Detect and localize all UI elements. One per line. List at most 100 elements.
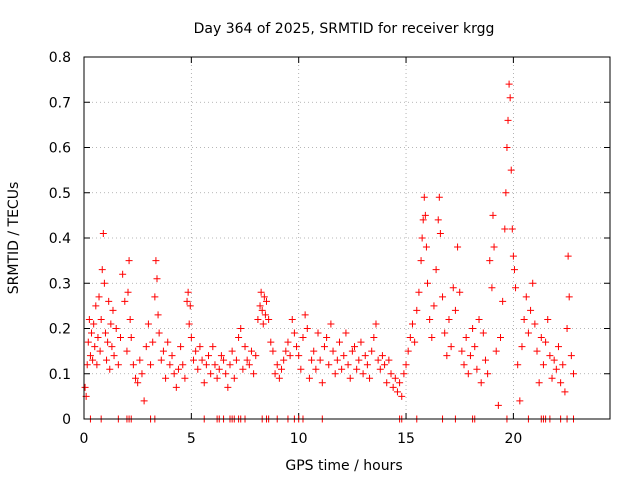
data-point [441, 329, 449, 337]
data-point [408, 320, 416, 328]
data-point [235, 334, 243, 342]
data-point [508, 225, 516, 233]
data-point [537, 334, 545, 342]
data-point [147, 361, 155, 369]
data-point [411, 338, 419, 346]
data-point [327, 320, 335, 328]
data-point [184, 288, 192, 296]
data-point [226, 361, 234, 369]
data-point [157, 356, 165, 364]
data-point [477, 379, 485, 387]
data-point [179, 361, 187, 369]
data-point [316, 356, 324, 364]
data-point [363, 361, 371, 369]
data-point [383, 379, 391, 387]
data-point [98, 266, 106, 274]
data-point [254, 315, 262, 323]
data-point [126, 315, 134, 323]
data-point [84, 338, 92, 346]
data-point [510, 266, 518, 274]
y-tick-label: 0.8 [49, 50, 71, 66]
data-point [552, 365, 560, 373]
data-point [475, 315, 483, 323]
data-point [314, 329, 322, 337]
data-point [533, 347, 541, 355]
data-point [398, 392, 406, 400]
data-point [112, 325, 120, 332]
data-point [170, 370, 178, 378]
data-point [531, 320, 539, 328]
data-point [469, 325, 477, 332]
data-point [387, 370, 395, 378]
data-point [432, 266, 440, 274]
data-point [284, 338, 292, 346]
data-point [548, 374, 556, 382]
data-point [318, 379, 326, 387]
data-point [376, 365, 384, 373]
y-tick-label: 0.3 [49, 276, 71, 292]
data-point [473, 365, 481, 373]
data-point [259, 320, 267, 328]
data-point [368, 347, 376, 355]
data-point [202, 361, 210, 369]
data-point [418, 234, 426, 242]
data-point [205, 352, 213, 360]
data-point [333, 356, 341, 364]
data-point [97, 315, 105, 323]
data-point [123, 347, 131, 355]
data-points [81, 80, 578, 423]
data-point [256, 302, 264, 310]
data-point [108, 343, 116, 351]
data-point [260, 293, 268, 301]
data-point [542, 338, 550, 346]
data-point [127, 334, 135, 342]
data-point [415, 288, 423, 296]
data-point [370, 334, 378, 342]
data-point [546, 352, 554, 360]
data-point [183, 297, 191, 305]
data-point [92, 302, 100, 310]
data-point [166, 361, 174, 369]
data-point [436, 229, 444, 237]
data-point [488, 284, 496, 292]
data-point [129, 361, 137, 369]
data-point [142, 343, 150, 351]
data-point [505, 80, 513, 88]
data-point [149, 338, 157, 346]
data-point [389, 383, 397, 391]
data-point [261, 311, 269, 319]
data-point [451, 306, 459, 314]
data-point [211, 361, 219, 369]
data-point [502, 189, 510, 197]
data-point [301, 311, 309, 319]
data-point [250, 370, 258, 378]
data-point [331, 370, 339, 378]
data-point [105, 297, 113, 305]
data-point [544, 315, 552, 323]
data-point [247, 347, 255, 355]
data-point [96, 347, 104, 355]
data-point [406, 334, 414, 342]
data-point [83, 361, 91, 369]
data-point [189, 356, 197, 364]
data-point [454, 243, 462, 251]
data-point [486, 257, 494, 265]
data-point [241, 343, 249, 351]
data-point [509, 252, 517, 260]
chart-title: Day 364 of 2025, SRMTID for receiver krg… [194, 21, 495, 37]
data-point [132, 374, 140, 382]
data-point [230, 374, 238, 382]
data-point [282, 347, 290, 355]
data-point [273, 361, 281, 369]
data-point [310, 347, 318, 355]
data-point [209, 343, 217, 351]
x-tick-label: 15 [397, 431, 415, 447]
data-point [186, 302, 194, 310]
data-point [426, 315, 434, 323]
x-tick-label: 20 [504, 431, 522, 447]
data-point [103, 356, 111, 364]
data-point [181, 374, 189, 382]
data-point [346, 374, 354, 382]
data-point [187, 334, 195, 342]
data-point [140, 397, 148, 405]
